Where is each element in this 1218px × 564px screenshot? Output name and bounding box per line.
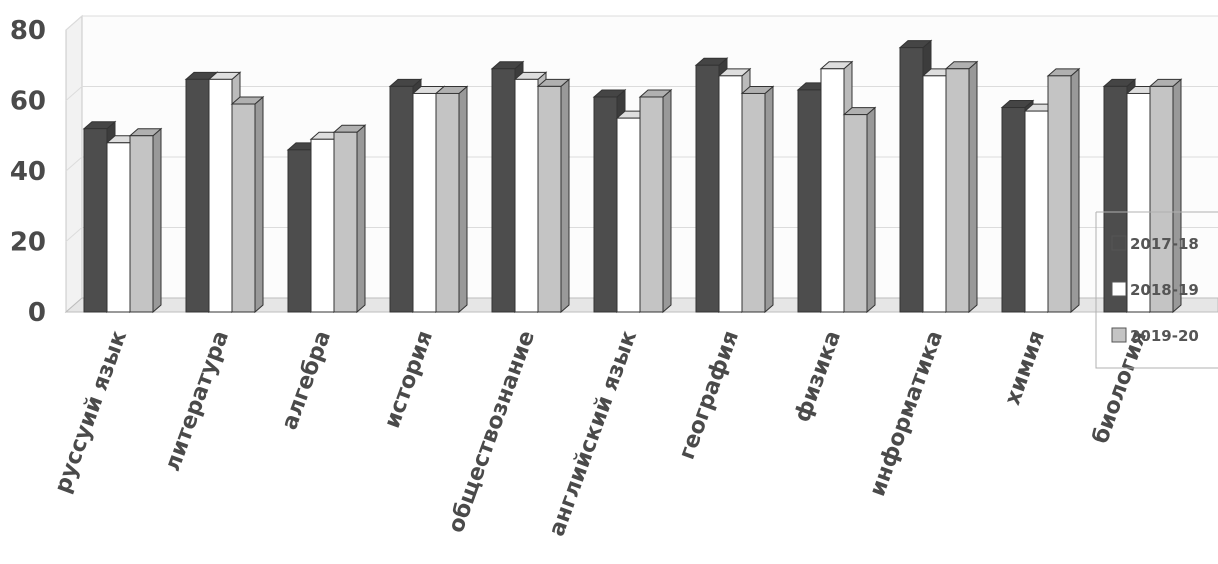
bar-front (1024, 110, 1049, 313)
bar-front (106, 142, 131, 313)
y-tick-label: 80 (10, 16, 46, 46)
bar-front (922, 75, 947, 313)
bar-side (764, 85, 774, 314)
bar-front (208, 78, 233, 313)
bar (1046, 67, 1081, 314)
bar-front (412, 92, 437, 313)
bar (638, 88, 673, 314)
bars (82, 39, 1183, 314)
x-axis-labels: руссуий язык литература алгебра история обще… (50, 327, 1152, 539)
gridline (65, 15, 1218, 31)
bar-front (593, 96, 618, 313)
y-axis: 0 20 40 60 80 (10, 16, 46, 328)
x-tick-label: литература (160, 328, 234, 475)
bar (128, 127, 163, 314)
x-tick-label: информатика (865, 328, 948, 500)
x-tick-label: биология (1088, 328, 1152, 448)
bar (944, 60, 979, 314)
y-tick-label: 40 (10, 157, 46, 187)
legend-entry: 2017-18 (1130, 235, 1199, 253)
bar-front (1001, 107, 1026, 313)
bar-side (152, 127, 162, 314)
y-tick-label: 20 (10, 228, 46, 258)
bar-front (310, 138, 335, 313)
bar-front (287, 149, 312, 313)
bar (740, 85, 775, 314)
bar-front (435, 92, 460, 313)
bar-side (560, 78, 570, 314)
x-tick-label: история (380, 328, 438, 432)
bar-front (231, 103, 256, 313)
bar-front (639, 96, 664, 313)
bar (332, 124, 367, 314)
bar-side (458, 85, 468, 314)
bar-front (83, 128, 108, 313)
bar-front (491, 68, 516, 313)
bar-side (1070, 67, 1080, 314)
bar (536, 78, 571, 314)
bar-front (514, 78, 539, 313)
legend-entry: 2019-20 (1130, 327, 1199, 345)
x-tick-label: руссуий язык (50, 327, 132, 496)
bar-front (1103, 85, 1128, 313)
bar-front (537, 85, 562, 313)
bar-front (797, 89, 822, 313)
bar-front (820, 68, 845, 313)
bar-front (389, 85, 414, 313)
x-tick-label: химия (1000, 328, 1050, 409)
x-tick-label: физика (790, 328, 846, 426)
bar-front (616, 117, 641, 313)
x-tick-label: география (674, 328, 744, 463)
legend: 2017-18 2018-19 2019-20 (1095, 211, 1218, 369)
bar-front (185, 78, 210, 313)
bar-side (968, 60, 978, 314)
x-tick-label: алгебра (277, 328, 336, 434)
bar-front (945, 68, 970, 313)
bar (1148, 78, 1183, 314)
bar (230, 95, 265, 314)
bar-front (1126, 92, 1151, 313)
bar (842, 106, 877, 314)
legend-swatch (1111, 327, 1127, 343)
legend-box (1095, 211, 1218, 369)
bar-front (1149, 85, 1174, 313)
legend-swatch (1111, 281, 1127, 297)
legend-swatch (1111, 235, 1127, 251)
bar-side (866, 106, 876, 314)
bar-front (695, 64, 720, 313)
x-tick-label: английский язык (545, 327, 643, 539)
legend-entry: 2018-19 (1130, 281, 1199, 299)
bar-side (254, 95, 264, 314)
bar-front (1047, 75, 1072, 313)
bar-front (899, 47, 924, 313)
x-tick-label: обществознание (444, 328, 540, 537)
y-tick-label: 0 (28, 298, 46, 328)
bar-side (356, 124, 366, 314)
bar-front (333, 131, 358, 313)
bar-front (718, 75, 743, 313)
bar-front (741, 92, 766, 313)
bar-side (1172, 78, 1182, 314)
bar-front (843, 114, 868, 313)
y-tick-label: 60 (10, 87, 46, 117)
bar-side (662, 88, 672, 314)
bar-front (129, 135, 154, 313)
bar (434, 85, 469, 314)
